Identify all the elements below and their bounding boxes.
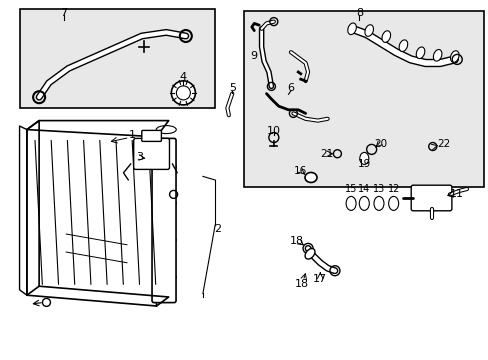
Bar [20, 9, 215, 108]
Ellipse shape [449, 51, 458, 62]
Text: 16: 16 [293, 166, 306, 176]
FancyBboxPatch shape [142, 130, 161, 141]
Text: 4: 4 [180, 72, 186, 82]
Text: 20: 20 [373, 139, 386, 149]
Text: 22: 22 [436, 139, 449, 149]
Ellipse shape [156, 273, 176, 281]
Text: 14: 14 [357, 184, 370, 194]
Text: 10: 10 [266, 126, 280, 136]
Circle shape [176, 86, 190, 100]
Text: 13: 13 [372, 184, 385, 194]
Text: 12: 12 [386, 184, 399, 194]
Text: 21: 21 [319, 149, 333, 159]
Ellipse shape [364, 25, 373, 36]
Text: 15: 15 [344, 184, 357, 194]
FancyBboxPatch shape [410, 185, 451, 211]
Ellipse shape [381, 31, 390, 42]
Ellipse shape [305, 248, 314, 259]
Ellipse shape [415, 47, 424, 59]
Ellipse shape [432, 50, 441, 61]
Ellipse shape [359, 197, 368, 210]
FancyBboxPatch shape [152, 138, 176, 303]
Ellipse shape [373, 197, 383, 210]
Ellipse shape [156, 126, 176, 134]
Ellipse shape [347, 23, 356, 35]
Ellipse shape [156, 199, 176, 207]
Ellipse shape [156, 162, 176, 171]
Text: 18: 18 [294, 279, 308, 289]
Text: 3: 3 [136, 152, 142, 162]
Text: 18: 18 [289, 236, 303, 246]
Ellipse shape [346, 197, 355, 210]
Text: 2: 2 [214, 224, 221, 234]
Ellipse shape [359, 152, 368, 165]
Text: 5: 5 [228, 83, 235, 93]
Text: 11: 11 [449, 189, 463, 199]
Text: 6: 6 [287, 83, 294, 93]
Ellipse shape [398, 40, 407, 51]
Text: 9: 9 [250, 51, 257, 61]
Text: 8: 8 [355, 8, 362, 18]
FancyBboxPatch shape [133, 138, 169, 170]
Bar [244, 11, 483, 187]
Circle shape [171, 81, 195, 105]
Text: 19: 19 [357, 159, 370, 169]
Text: 1: 1 [128, 130, 135, 140]
Ellipse shape [156, 236, 176, 244]
Text: 17: 17 [313, 274, 326, 284]
Ellipse shape [305, 172, 316, 183]
Polygon shape [27, 130, 156, 306]
Text: 7: 7 [60, 8, 67, 18]
Ellipse shape [388, 197, 398, 210]
